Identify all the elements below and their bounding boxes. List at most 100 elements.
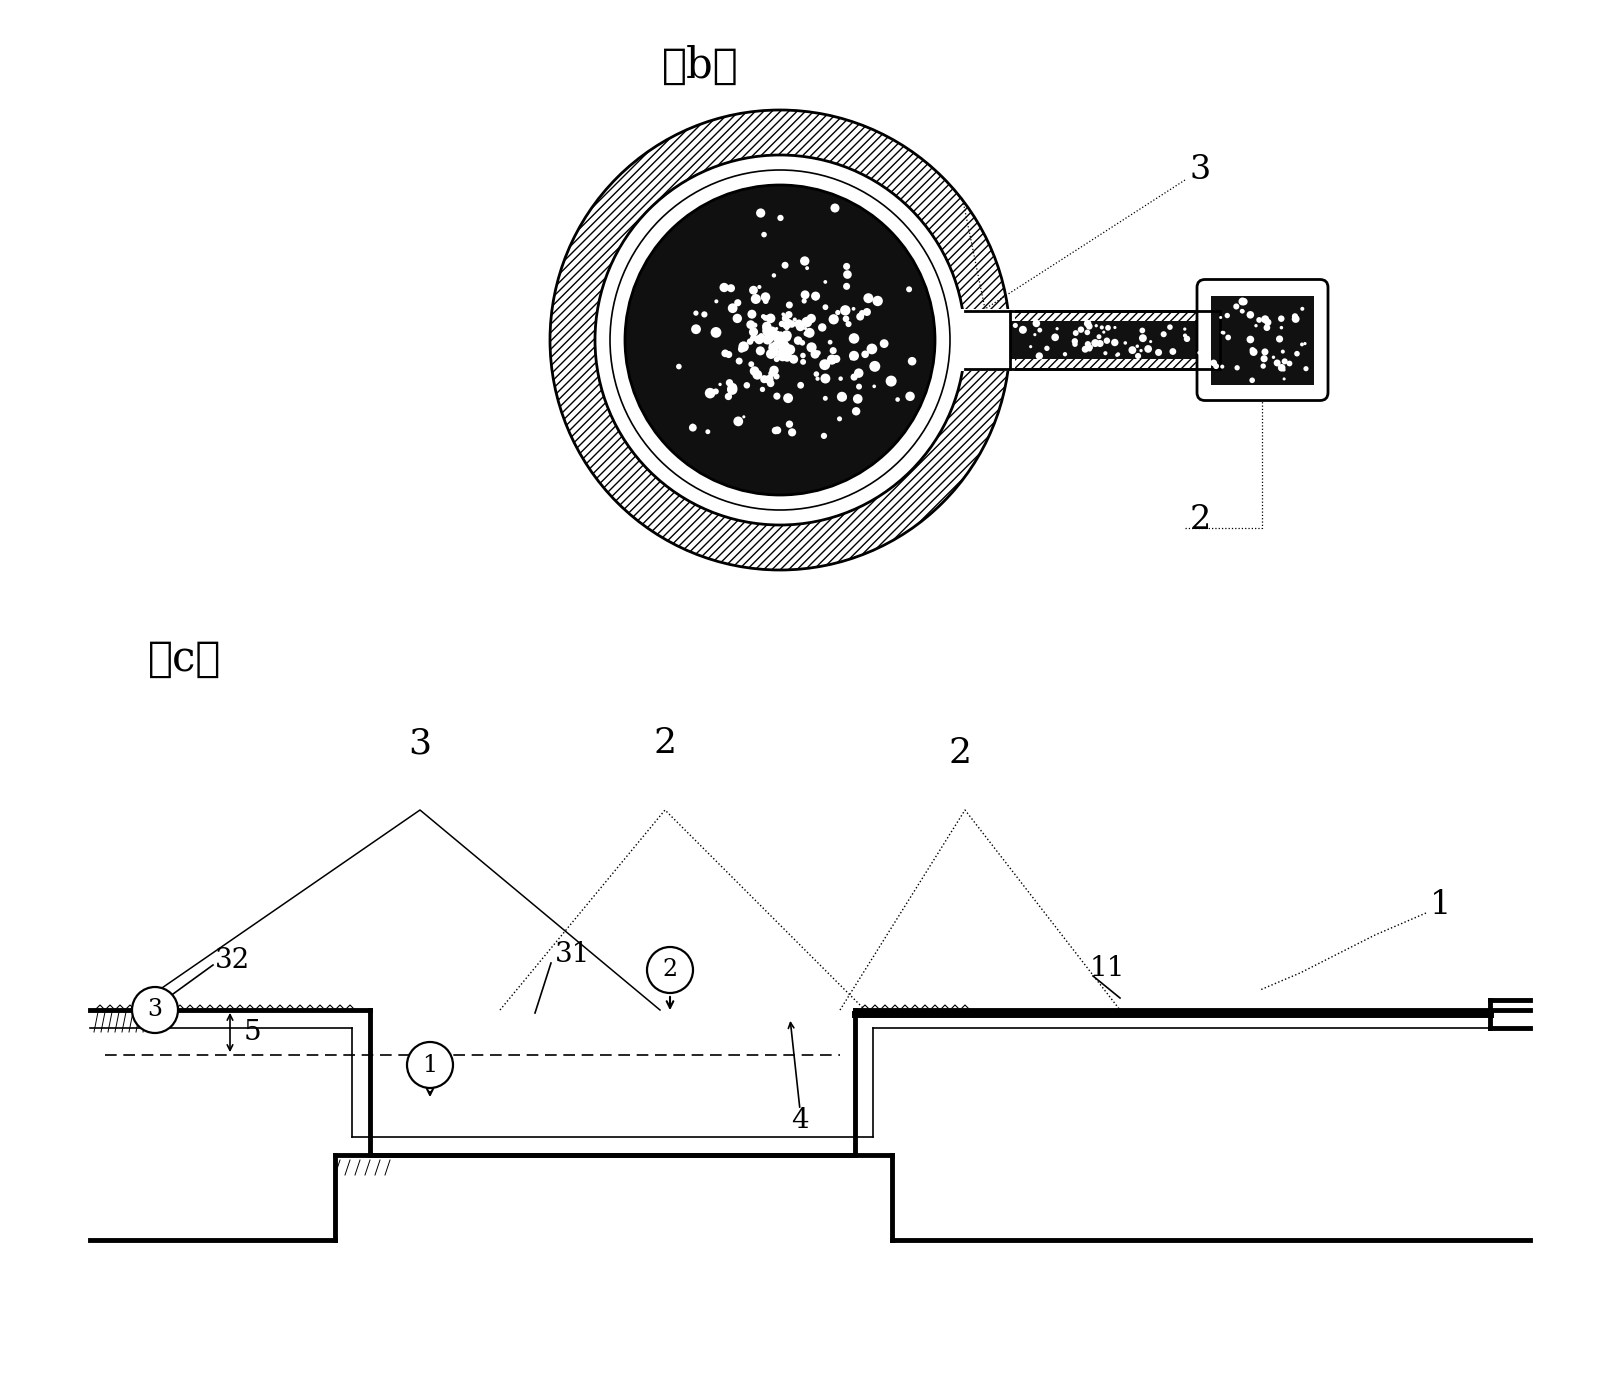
Circle shape bbox=[815, 351, 820, 355]
Circle shape bbox=[1136, 345, 1139, 348]
Circle shape bbox=[906, 391, 914, 401]
Circle shape bbox=[1100, 326, 1103, 330]
Circle shape bbox=[822, 305, 828, 310]
Text: 2: 2 bbox=[948, 736, 971, 770]
Circle shape bbox=[819, 359, 830, 370]
Circle shape bbox=[728, 303, 738, 313]
Circle shape bbox=[772, 341, 780, 351]
Circle shape bbox=[853, 407, 861, 415]
Circle shape bbox=[760, 387, 765, 393]
Circle shape bbox=[1278, 365, 1285, 372]
Circle shape bbox=[1105, 326, 1112, 331]
Circle shape bbox=[1103, 351, 1107, 355]
Circle shape bbox=[830, 346, 837, 355]
Circle shape bbox=[775, 327, 778, 330]
Circle shape bbox=[838, 376, 843, 381]
Circle shape bbox=[748, 338, 754, 345]
Circle shape bbox=[801, 291, 809, 299]
Circle shape bbox=[765, 313, 775, 323]
Circle shape bbox=[1183, 327, 1186, 331]
Circle shape bbox=[1095, 324, 1099, 327]
Text: 11: 11 bbox=[1091, 954, 1126, 982]
Circle shape bbox=[1071, 338, 1078, 345]
Circle shape bbox=[722, 349, 730, 358]
Circle shape bbox=[811, 349, 820, 359]
Circle shape bbox=[1102, 331, 1105, 334]
Circle shape bbox=[788, 429, 796, 436]
Circle shape bbox=[762, 326, 773, 337]
Circle shape bbox=[1277, 335, 1283, 342]
Circle shape bbox=[824, 279, 827, 284]
Circle shape bbox=[764, 328, 775, 339]
Circle shape bbox=[1256, 317, 1262, 323]
Text: 1: 1 bbox=[422, 1053, 437, 1077]
Circle shape bbox=[1155, 349, 1162, 356]
Circle shape bbox=[872, 384, 875, 388]
Circle shape bbox=[807, 314, 815, 323]
Circle shape bbox=[769, 330, 775, 335]
Circle shape bbox=[1034, 332, 1037, 337]
Circle shape bbox=[828, 314, 838, 324]
Circle shape bbox=[676, 363, 681, 369]
Circle shape bbox=[773, 393, 780, 400]
Circle shape bbox=[1170, 348, 1176, 355]
Circle shape bbox=[769, 370, 775, 377]
Circle shape bbox=[767, 327, 777, 337]
Circle shape bbox=[725, 351, 733, 358]
Circle shape bbox=[720, 282, 728, 292]
Circle shape bbox=[846, 321, 851, 327]
Circle shape bbox=[814, 298, 817, 300]
Circle shape bbox=[1281, 349, 1285, 353]
Circle shape bbox=[1281, 369, 1286, 372]
Circle shape bbox=[906, 286, 913, 292]
Circle shape bbox=[778, 339, 788, 349]
Circle shape bbox=[743, 415, 746, 418]
Circle shape bbox=[625, 184, 935, 495]
Circle shape bbox=[751, 335, 754, 339]
Circle shape bbox=[781, 314, 790, 321]
Circle shape bbox=[133, 988, 178, 1032]
Circle shape bbox=[691, 423, 694, 427]
Circle shape bbox=[798, 381, 804, 388]
Circle shape bbox=[738, 341, 749, 352]
Circle shape bbox=[820, 433, 827, 439]
Circle shape bbox=[1139, 334, 1147, 342]
Circle shape bbox=[804, 327, 807, 330]
Circle shape bbox=[1220, 331, 1225, 334]
Circle shape bbox=[781, 313, 785, 316]
Circle shape bbox=[1281, 358, 1288, 365]
Circle shape bbox=[785, 355, 791, 362]
Circle shape bbox=[1254, 324, 1257, 327]
Circle shape bbox=[778, 339, 786, 346]
Circle shape bbox=[760, 232, 767, 237]
Circle shape bbox=[705, 429, 710, 434]
Circle shape bbox=[1097, 334, 1102, 339]
Circle shape bbox=[867, 344, 877, 355]
Circle shape bbox=[710, 327, 722, 338]
Circle shape bbox=[781, 261, 788, 268]
Circle shape bbox=[767, 380, 775, 387]
Circle shape bbox=[856, 313, 864, 320]
Circle shape bbox=[1160, 331, 1167, 337]
Circle shape bbox=[794, 339, 799, 344]
Circle shape bbox=[1294, 351, 1299, 356]
Circle shape bbox=[773, 373, 780, 380]
Circle shape bbox=[861, 351, 869, 358]
Circle shape bbox=[778, 331, 783, 335]
Circle shape bbox=[1086, 323, 1092, 330]
Text: 1: 1 bbox=[1430, 888, 1451, 921]
Circle shape bbox=[762, 321, 772, 331]
Circle shape bbox=[794, 337, 803, 345]
Circle shape bbox=[756, 208, 765, 218]
Circle shape bbox=[1134, 353, 1141, 359]
Circle shape bbox=[824, 395, 828, 401]
Bar bbox=[1010, 312, 1220, 369]
Circle shape bbox=[820, 373, 830, 384]
Circle shape bbox=[827, 355, 837, 365]
Circle shape bbox=[726, 379, 733, 387]
Bar bbox=[1010, 321, 1220, 359]
Circle shape bbox=[843, 270, 851, 279]
Circle shape bbox=[1089, 345, 1094, 349]
Circle shape bbox=[1029, 345, 1032, 348]
Circle shape bbox=[1082, 345, 1089, 352]
